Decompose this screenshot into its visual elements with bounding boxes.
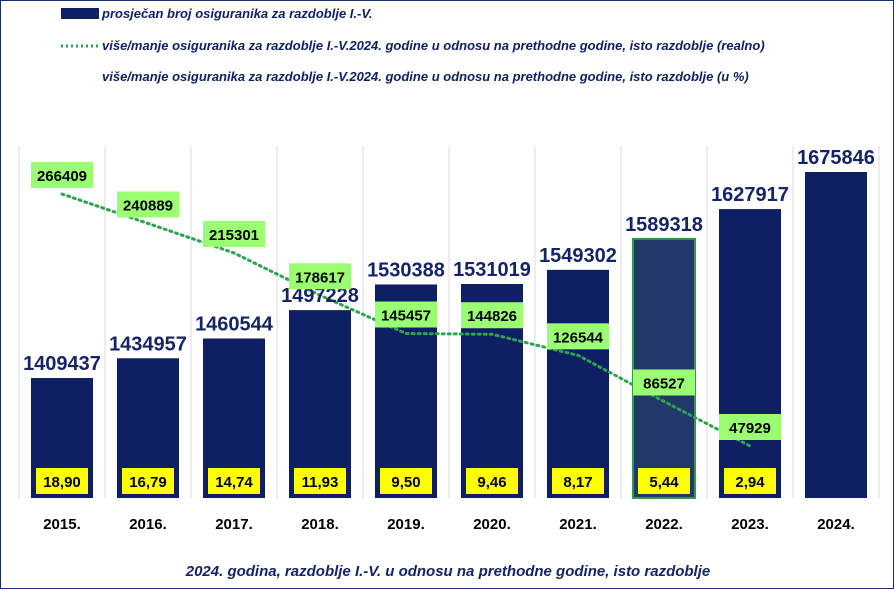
bar-value-label: 1409437 [23,353,101,375]
line-label-box [289,263,351,290]
line-value-label: 215301 [209,227,259,244]
chart-footer: 2024. godina, razdoblje I.-V. u odnosu n… [185,563,711,580]
pct-label-box [552,468,604,494]
category-label: 2024. [817,516,855,533]
category-label: 2023. [731,516,769,533]
pct-value-label: 9,50 [391,474,420,491]
legend: prosječan broj osiguranika za razdoblje … [61,6,765,84]
bar-value-label: 1675846 [797,147,875,169]
line-value-label: 145457 [381,308,431,325]
pct-value-label: 2,94 [735,474,765,491]
pct-value-label: 8,17 [563,474,592,491]
line-value-label: 47929 [729,420,771,437]
category-label: 2015. [43,516,81,533]
bar-value-label: 1589318 [625,214,703,236]
line-label-box [547,323,609,350]
category-label: 2017. [215,516,253,533]
line-value-label: 144826 [467,308,517,325]
line-value-label: 240889 [123,197,173,214]
line-value-label: 126544 [553,329,604,346]
legend-swatch-bar [61,8,99,19]
bar [547,269,609,498]
line-label-box [719,414,781,440]
pct-value-label: 9,46 [477,474,506,491]
pct-label-box [294,468,346,494]
bar-value-label: 1531019 [453,259,531,281]
pct-value-label: 18,90 [43,474,81,491]
category-label: 2020. [473,516,511,533]
pct-label-box [466,468,518,494]
line-label-box [117,191,179,218]
pct-label-box [36,468,88,494]
legend-label-pct: više/manje osiguranika za razdoblje I.-V… [102,69,749,84]
legend-label-line: više/manje osiguranika za razdoblje I.-V… [102,38,765,53]
category-label: 2016. [129,516,167,533]
bar-value-label: 1497228 [281,285,359,307]
line-value-label: 178617 [295,269,345,286]
category-label: 2019. [387,516,425,533]
legend-label-bar: prosječan broj osiguranika za razdoblje … [101,6,372,21]
pct-label-box [638,468,690,494]
bar [805,172,867,498]
category-label: 2022. [645,516,683,533]
category-label: 2018. [301,516,339,533]
bar-value-label: 1530388 [367,259,445,281]
category-label: 2021. [559,516,597,533]
pct-value-label: 5,44 [649,474,679,491]
line-label-box [461,302,523,329]
pct-label-box [122,468,174,494]
pct-value-label: 11,93 [302,474,339,491]
pct-label-box [724,468,776,494]
bar-value-label: 1460544 [195,313,274,335]
pct-label-box [208,468,260,494]
line-label-box [203,220,265,247]
pct-label-box [380,468,432,494]
line-value-label: 86527 [643,375,685,392]
bar [719,209,781,498]
line-label-box [375,301,437,328]
pct-value-label: 14,74 [215,474,253,491]
bar [289,310,351,498]
bar [632,237,696,499]
grid-layer [18,146,880,498]
line-label-box [633,369,695,396]
line-value-label: 266409 [37,168,87,185]
labels-layer: 1409437 2015. 18,90 1434957 2016. 16,79 146054… [23,147,875,533]
bar-value-label: 1627917 [711,184,789,206]
bar-value-label: 1434957 [109,333,187,355]
pct-value-label: 16,79 [129,474,167,491]
bar-value-label: 1549302 [539,245,617,267]
line-label-box [31,162,93,188]
